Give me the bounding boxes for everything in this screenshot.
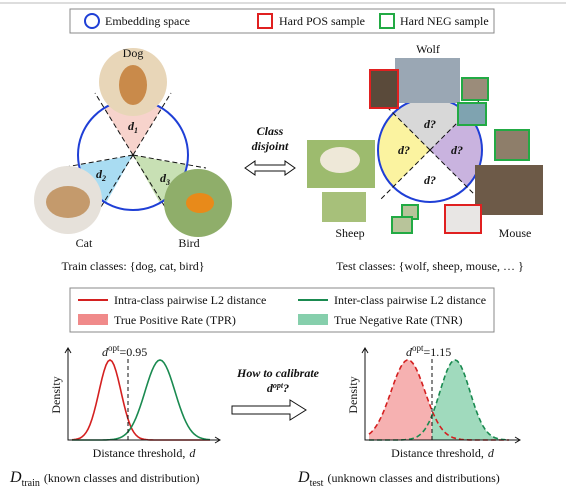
sector bbox=[393, 97, 467, 150]
caption: Test classes: {wolf, sheep, mouse, … } bbox=[336, 259, 524, 273]
link-text: disjoint bbox=[252, 139, 289, 153]
sector bbox=[377, 113, 430, 187]
legend-text: Inter-class pairwise L2 distance bbox=[334, 293, 486, 307]
legend-icon bbox=[298, 314, 328, 325]
caption-symbol: D bbox=[297, 469, 310, 486]
arrow bbox=[231, 399, 307, 421]
threshold-superscript: opt bbox=[412, 343, 424, 353]
class-label: Mouse bbox=[499, 226, 532, 240]
class-label: Cat bbox=[76, 236, 93, 250]
x-axis-label: Distance threshold, bbox=[93, 446, 186, 460]
hard-neg-image bbox=[494, 129, 530, 161]
tpr-area bbox=[369, 360, 432, 440]
x-axis-var: d bbox=[189, 446, 196, 460]
legend-icon bbox=[78, 314, 108, 325]
dashed-lines bbox=[59, 92, 207, 216]
wolf-image bbox=[395, 58, 460, 103]
legend-icon bbox=[84, 13, 100, 29]
bird-image bbox=[186, 193, 214, 213]
x-axis-label: Distance threshold, bbox=[391, 446, 484, 460]
hard-neg-image bbox=[457, 102, 487, 126]
caption: Dtrain (known classes and distribution) bbox=[9, 469, 200, 489]
threshold-label: dopt=1.15 bbox=[406, 343, 451, 359]
sheep-image bbox=[322, 192, 366, 222]
x-axis-var: d bbox=[488, 446, 495, 460]
distance-label: d1 bbox=[128, 119, 138, 135]
hard-pos-image bbox=[369, 69, 399, 109]
x-axis-label: Distance threshold, d bbox=[93, 446, 197, 460]
distance-label: d? bbox=[424, 173, 436, 187]
dog-image bbox=[119, 65, 147, 105]
class-label: Sheep bbox=[335, 226, 364, 240]
inter-curve bbox=[72, 359, 211, 441]
threshold-value: =0.95 bbox=[120, 345, 148, 359]
legend-text: True Positive Rate (TPR) bbox=[114, 313, 236, 327]
axes bbox=[364, 348, 520, 441]
legend-box bbox=[69, 287, 495, 333]
caption-subscript: train bbox=[22, 478, 40, 489]
caption-subscript: test bbox=[310, 478, 324, 489]
legend-text: Hard POS sample bbox=[279, 14, 365, 28]
link-text: Class bbox=[257, 124, 284, 138]
distance-label: d? bbox=[451, 143, 463, 157]
threshold-superscript: opt bbox=[108, 343, 120, 353]
caption: Train classes: {dog, cat, bird} bbox=[61, 259, 204, 273]
hard-neg-image bbox=[391, 216, 413, 234]
threshold-symbol: d bbox=[102, 345, 109, 359]
train-embedding: Dog Cat Bird d1 d2 d3 Train classes: {do… bbox=[34, 46, 232, 273]
class-label: Dog bbox=[123, 46, 144, 60]
distance-label: d2 bbox=[96, 167, 106, 183]
double-arrow bbox=[244, 160, 296, 176]
sector bbox=[104, 99, 162, 155]
axis-arrow bbox=[64, 347, 221, 444]
axes bbox=[67, 348, 220, 441]
axis-arrow bbox=[361, 347, 521, 444]
caption-text: (known classes and distribution) bbox=[44, 471, 200, 485]
sheep-image bbox=[320, 147, 360, 173]
class-label: Wolf bbox=[416, 42, 440, 56]
question: How to calibrate bbox=[236, 366, 320, 380]
tnr-area bbox=[432, 360, 510, 440]
legend-text: Intra-class pairwise L2 distance bbox=[114, 293, 266, 307]
caption-symbol: D bbox=[9, 469, 22, 486]
y-axis-label: Density bbox=[346, 376, 360, 413]
caption: Dtest (unknown classes and distributions) bbox=[297, 469, 500, 489]
legend-icon bbox=[257, 13, 273, 29]
sector bbox=[430, 113, 483, 187]
cat-image bbox=[46, 186, 90, 218]
question: dopt? bbox=[267, 381, 289, 395]
threshold-symbol: d bbox=[406, 345, 413, 359]
legend-box bbox=[69, 8, 495, 34]
x-axis-label: Distance threshold, d bbox=[391, 446, 495, 460]
caption-text: (unknown classes and distributions) bbox=[327, 471, 499, 485]
threshold-value: =1.15 bbox=[424, 345, 452, 359]
distance-label: d3 bbox=[160, 171, 170, 187]
legend-text: Hard NEG sample bbox=[400, 14, 489, 28]
hard-neg-image bbox=[461, 77, 489, 101]
hard-pos-image bbox=[444, 204, 482, 234]
distance-label: d? bbox=[424, 117, 436, 131]
legend-text: True Negative Rate (TNR) bbox=[334, 313, 463, 327]
legend-icon bbox=[379, 13, 395, 29]
threshold-label: dopt=0.95 bbox=[102, 343, 147, 359]
legend-text: Embedding space bbox=[105, 14, 190, 28]
inter-curve bbox=[369, 359, 510, 441]
distance-label: d? bbox=[398, 143, 410, 157]
y-axis-label: Density bbox=[49, 376, 63, 413]
test-embedding: Wolf Sheep Mouse d? d? d? d? Test classe… bbox=[307, 42, 543, 273]
mouse-image bbox=[475, 165, 543, 215]
class-label: Bird bbox=[178, 236, 199, 250]
